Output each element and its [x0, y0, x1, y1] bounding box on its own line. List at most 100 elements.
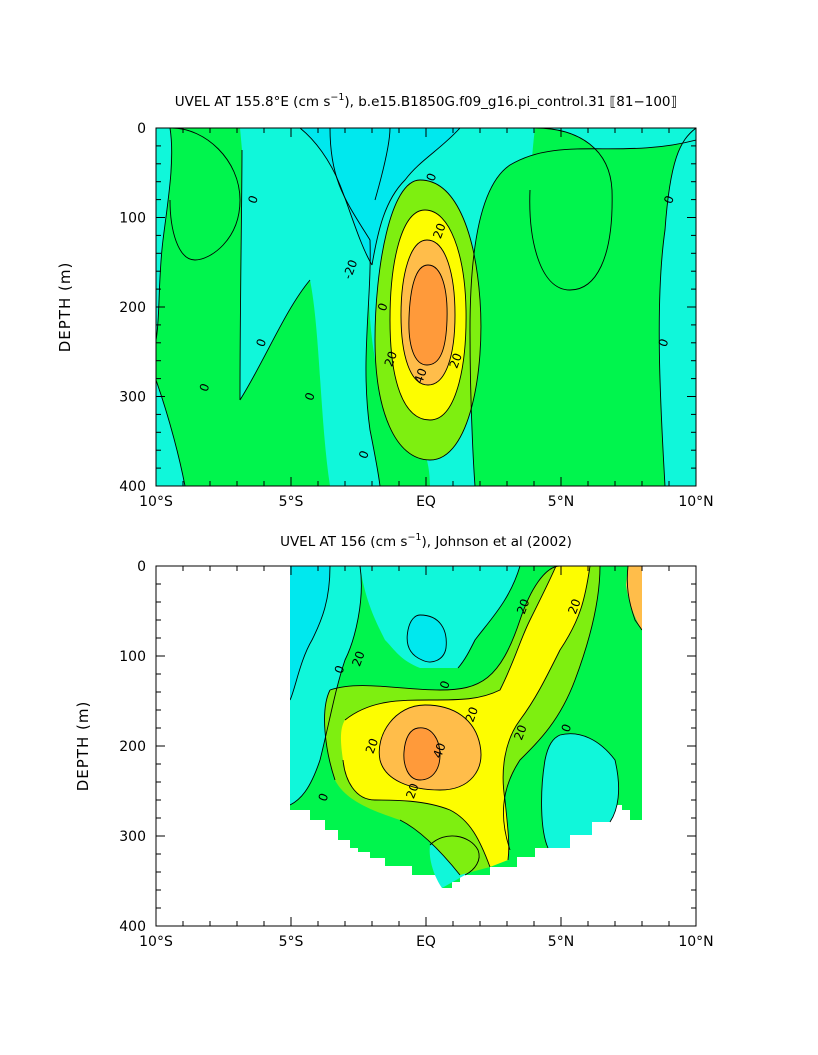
contour-label: 0: [253, 337, 269, 349]
band-neg20-0-north-shallow: [360, 566, 520, 668]
y-tick-label: 400: [119, 479, 146, 495]
y-tick-label: 0: [137, 559, 146, 575]
contour-label: 0: [356, 449, 372, 461]
contour-line: [329, 128, 381, 486]
x-tick-label: 10°S: [139, 934, 173, 950]
contour-label: 20: [511, 723, 529, 742]
contour-line: [626, 566, 642, 631]
x-tick-label: 10°N: [678, 934, 713, 950]
x-tick-label: EQ: [416, 494, 436, 510]
x-tick-label: 5°N: [548, 494, 574, 510]
contour-label: -20: [340, 258, 360, 281]
band-neg20-0-east: [659, 128, 696, 486]
contour-label: 20: [447, 351, 465, 370]
x-tick-label: 5°N: [548, 934, 574, 950]
x-tick-labels-observations: 10°S 5°S EQ 5°N 10°N: [139, 934, 714, 950]
y-tick-label: 200: [119, 300, 146, 316]
contour-line: [374, 179, 482, 461]
chart-title: UVEL AT 155.8°E (cm s−1), b.e15.B1850G.f…: [175, 92, 677, 110]
contour-line: [559, 733, 620, 823]
contour-line: [290, 566, 362, 806]
band-neg20-0-southwest-lower: [156, 380, 185, 486]
filled-contours-model: [156, 128, 696, 486]
contour-line: [399, 819, 461, 876]
contour-label: 0: [424, 171, 440, 183]
band-gt40: [403, 727, 440, 780]
y-tick-label: 200: [119, 739, 146, 755]
contour-label: 40: [430, 741, 448, 760]
contour-label: 0: [375, 301, 391, 313]
band-lt-neg20-west: [290, 566, 330, 700]
contour-line: [408, 264, 448, 366]
y-tick-label: 300: [119, 829, 146, 845]
contour-line: [529, 128, 613, 291]
y-tick-label: 100: [119, 211, 146, 227]
contour-line: [344, 566, 557, 721]
filled-contours-observations: [290, 566, 642, 888]
contour-line: [400, 239, 456, 386]
contour-label: 20: [349, 649, 367, 668]
contour-label: 0: [332, 664, 348, 676]
band-gt40: [408, 265, 448, 365]
contour-line: [429, 835, 480, 876]
x-tick-label: EQ: [416, 934, 436, 950]
contour-lines-observations: [290, 566, 642, 876]
contour-label: 0: [302, 391, 318, 403]
contour-lines-model: [156, 128, 696, 486]
x-tick-label: 10°N: [678, 494, 713, 510]
y-tick-labels-observations: 0 100 200 300 400: [119, 559, 146, 935]
band-30-40-east-shallow: [626, 566, 642, 630]
contour-label: 20: [363, 736, 381, 755]
contour-line: [403, 727, 441, 781]
contour-label: 20: [382, 349, 400, 368]
x-tick-labels-model: 10°S 5°S EQ 5°N 10°N: [139, 494, 714, 510]
contour-label: 0: [656, 337, 672, 349]
contour-line: [156, 379, 186, 486]
axis-ticks-observations: [155, 565, 697, 927]
contour-label: 0: [559, 722, 575, 734]
contour-line: [541, 734, 561, 849]
contour-line: [406, 614, 447, 663]
contour-line: [371, 128, 461, 266]
band-neg20-0-west-strip: [156, 128, 172, 340]
y-axis-label: DEPTH (m): [56, 262, 74, 353]
contour-line: [469, 139, 696, 486]
band-neg20-0-east: [541, 733, 619, 848]
y-tick-label: 400: [119, 919, 146, 935]
contour-line: [239, 149, 243, 401]
contour-line: [299, 128, 373, 266]
chart-title: UVEL AT 155.8°E (cm sUVEL AT 156 (cm s−1…: [280, 532, 572, 550]
x-tick-label: 10°S: [139, 494, 173, 510]
contour-label: 0: [661, 194, 677, 206]
contour-line: [389, 209, 467, 421]
contour-line: [239, 279, 311, 401]
contour-label: 20: [565, 597, 583, 616]
contour-line: [378, 704, 482, 791]
contour-label: 20: [514, 597, 532, 616]
y-axis-label: DEPTH (m): [74, 701, 92, 792]
contour-line: [290, 566, 331, 701]
contour-label: 20: [463, 705, 481, 724]
contour-line: [502, 566, 601, 851]
y-tick-label: 100: [119, 649, 146, 665]
band-20-30: [340, 566, 590, 867]
axis-ticks-model: [155, 127, 697, 487]
y-tick-label: 0: [137, 121, 146, 137]
contour-label: 0: [316, 791, 332, 803]
contour-line: [374, 128, 391, 201]
y-tick-labels-model: 0 100 200 300 400: [119, 121, 146, 495]
band-0-10-eastern-lens: [529, 128, 613, 290]
contour-line: [169, 128, 241, 261]
contour-line: [658, 128, 696, 486]
contour-label: 0: [437, 679, 453, 691]
band-lt-neg20-eddy: [407, 615, 447, 662]
band-neg20-0-west: [240, 128, 380, 486]
contour-labels-model: 0 0 0 0 -20 0 0 0 20 20 40 20 0 0: [197, 171, 677, 460]
contour-label: 0: [245, 194, 261, 206]
x-tick-label: 5°S: [279, 494, 304, 510]
contour-line: [502, 566, 591, 861]
